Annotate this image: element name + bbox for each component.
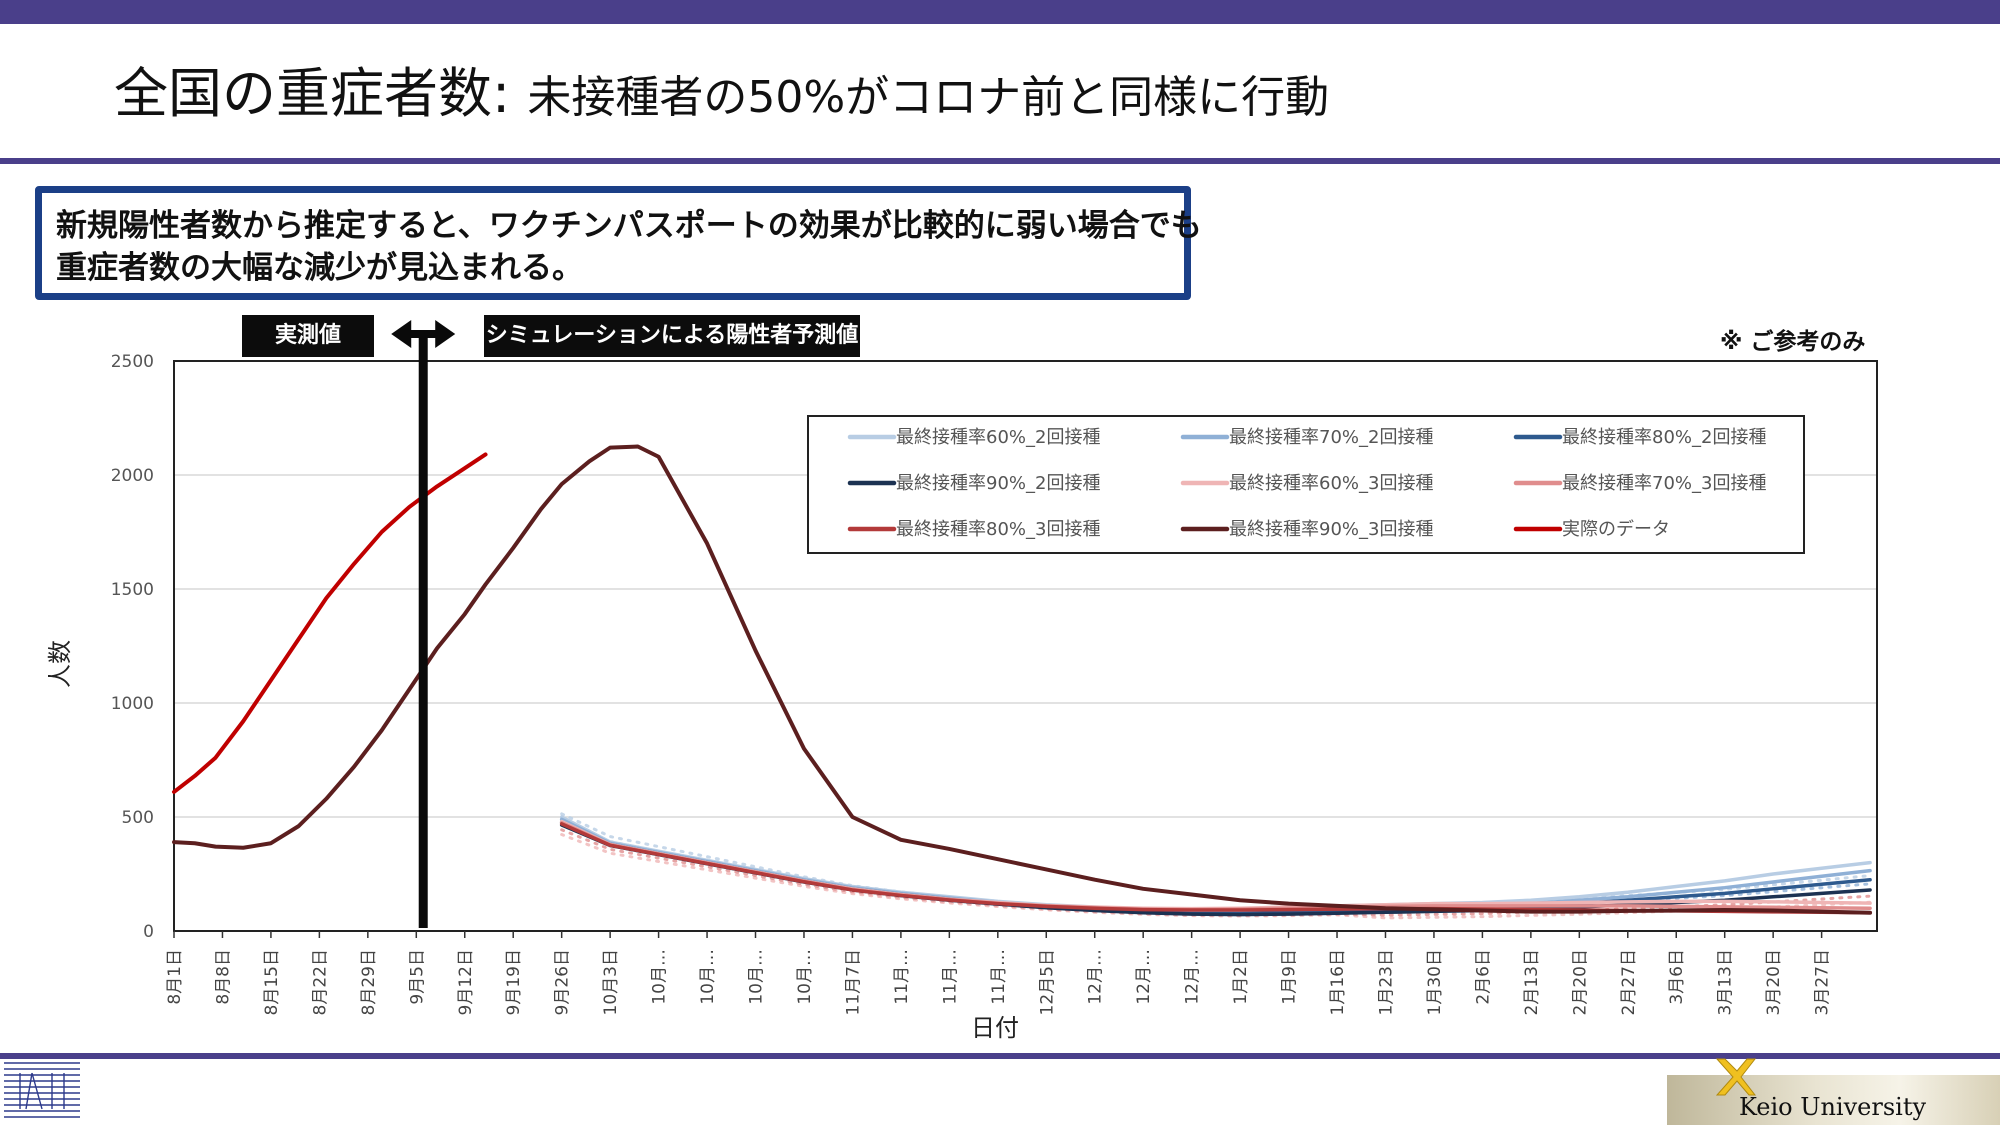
x-tick-label: 11月… bbox=[892, 949, 912, 1005]
x-tick-label: 2月13日 bbox=[1522, 949, 1542, 1015]
x-tick-label: 3月6日 bbox=[1667, 949, 1687, 1005]
legend-label: 最終接種率90%_3回接種 bbox=[1229, 519, 1433, 540]
callout-line-2: 重症者数の大幅な減少が見込まれる。 bbox=[56, 250, 583, 286]
callout-line-1: 新規陽性者数から推定すると、ワクチンパスポートの効果が比較的に弱い場合でも bbox=[56, 208, 1202, 244]
title-sub: 未接種者の50%がコロナ前と同様に行動 bbox=[527, 72, 1330, 123]
legend-label: 最終接種率60%_3回接種 bbox=[1229, 473, 1433, 494]
x-tick-label: 3月20日 bbox=[1764, 949, 1784, 1015]
vertical-marker bbox=[391, 320, 456, 928]
x-tick-label: 8月22日 bbox=[310, 949, 330, 1015]
top-bar bbox=[0, 0, 2000, 24]
x-tick-label: 1月2日 bbox=[1231, 949, 1251, 1005]
x-tick-label: 8月29日 bbox=[359, 949, 379, 1015]
x-tick-label: 2月20日 bbox=[1570, 949, 1590, 1015]
x-tick-label: 1月30日 bbox=[1425, 949, 1445, 1015]
x-tick-label: 9月5日 bbox=[407, 949, 427, 1005]
slide-title: 全国の重症者数: 未接種者の50%がコロナ前と同様に行動 bbox=[114, 58, 1329, 134]
x-tick-label: 9月19日 bbox=[504, 949, 524, 1015]
x-axis-ticks: 8月1日 8月8日 8月15日 8月22日 8月29日 9月5日 9月12日 9月19日 9月2… bbox=[165, 931, 1833, 1015]
x-tick-label: 10月3日 bbox=[601, 949, 621, 1015]
x-tick-label: 11月… bbox=[989, 949, 1009, 1005]
legend-label: 最終接種率70%_3回接種 bbox=[1562, 473, 1766, 494]
y-tick-label: 1000 bbox=[111, 694, 154, 714]
footer-rule bbox=[0, 1053, 2000, 1059]
x-tick-label: 2月6日 bbox=[1473, 949, 1493, 1005]
x-tick-label: 10月… bbox=[650, 949, 670, 1005]
x-tick-label: 12月5日 bbox=[1037, 949, 1057, 1015]
x-tick-label: 8月1日 bbox=[165, 949, 185, 1005]
legend-label: 最終接種率90%_2回接種 bbox=[896, 473, 1100, 494]
double-arrow-icon bbox=[391, 320, 456, 348]
x-tick-label: 2月27日 bbox=[1619, 949, 1639, 1015]
y-axis-title: 人数 bbox=[46, 640, 74, 688]
tag-simulation-values: シミュレーションによる陽性者予測値 bbox=[484, 315, 860, 357]
legend-label: 最終接種率80%_3回接種 bbox=[896, 519, 1100, 540]
legend-label: 最終接種率80%_2回接種 bbox=[1562, 427, 1766, 448]
y-tick-label: 500 bbox=[122, 808, 154, 828]
keio-logo: Keio University bbox=[1667, 1058, 2000, 1125]
legend-label: 実際のデータ bbox=[1562, 519, 1670, 540]
x-tick-label: 8月15日 bbox=[262, 949, 282, 1015]
legend: 最終接種率60%_2回接種 最終接種率70%_2回接種 最終接種率80%_2回接種最… bbox=[807, 415, 1805, 554]
x-tick-label: 3月27日 bbox=[1813, 949, 1833, 1015]
legend-box bbox=[807, 415, 1805, 554]
x-tick-label: 10月… bbox=[698, 949, 718, 1005]
x-tick-label: 9月12日 bbox=[456, 949, 476, 1015]
y-tick-label: 0 bbox=[143, 922, 154, 942]
x-tick-label: 8月8日 bbox=[213, 949, 233, 1005]
series-layer bbox=[172, 444, 1873, 920]
x-tick-label: 12月… bbox=[1134, 949, 1154, 1005]
x-tick-label: 10月… bbox=[795, 949, 815, 1005]
lab-logo bbox=[4, 1062, 80, 1118]
keio-university-text: Keio University bbox=[1739, 1093, 1927, 1121]
x-tick-label: 1月16日 bbox=[1328, 949, 1348, 1015]
x-tick-label: 1月23日 bbox=[1376, 949, 1396, 1015]
y-axis-ticks: 0 500 1000 1500 2000 2500 bbox=[111, 352, 154, 942]
y-tick-label: 2500 bbox=[111, 352, 154, 372]
x-axis-title: 日付 bbox=[971, 1014, 1019, 1042]
x-tick-label: 3月13日 bbox=[1716, 949, 1736, 1015]
y-tick-label: 2000 bbox=[111, 466, 154, 486]
plot-border bbox=[173, 360, 1878, 932]
x-tick-label: 10月… bbox=[747, 949, 767, 1005]
x-tick-label: 11月… bbox=[940, 949, 960, 1005]
callout-box: 新規陽性者数から推定すると、ワクチンパスポートの効果が比較的に弱い場合でも 重症… bbox=[35, 186, 1202, 300]
series-line-8 bbox=[172, 444, 1873, 915]
keio-pen-emblem-icon bbox=[1715, 1058, 1757, 1096]
legend-label: 最終接種率70%_2回接種 bbox=[1229, 427, 1433, 448]
title-main: 全国の重症者数: bbox=[114, 62, 528, 125]
tag-actual-values: 実測値 bbox=[242, 315, 374, 357]
series-line-9 bbox=[172, 452, 488, 794]
x-tick-label: 11月7日 bbox=[843, 949, 863, 1015]
x-tick-label: 1月9日 bbox=[1280, 949, 1300, 1005]
x-tick-label: 9月26日 bbox=[553, 949, 573, 1015]
legend-label: 最終接種率60%_2回接種 bbox=[896, 427, 1100, 448]
x-tick-label: 12月… bbox=[1183, 949, 1203, 1005]
title-rule bbox=[0, 158, 2000, 164]
y-tick-label: 1500 bbox=[111, 580, 154, 600]
reference-note: ※ ご参考のみ bbox=[1720, 329, 1866, 355]
x-tick-label: 12月… bbox=[1086, 949, 1106, 1005]
